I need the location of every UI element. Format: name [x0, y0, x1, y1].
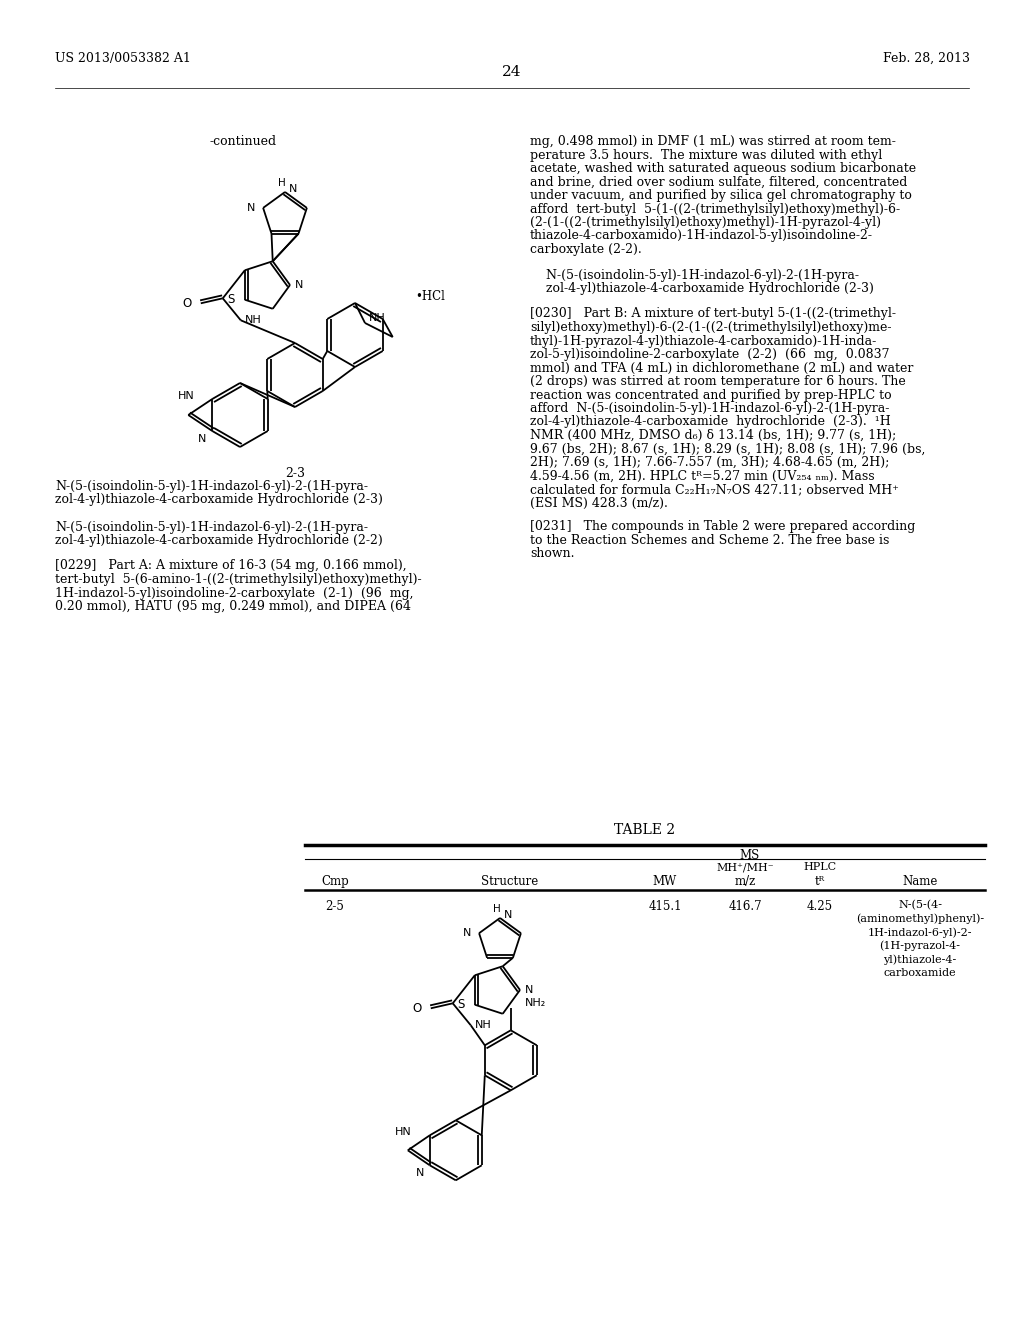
Text: N: N [416, 1168, 424, 1179]
Text: thiazole-4-carboxamido)-1H-indazol-5-yl)isoindoline-2-: thiazole-4-carboxamido)-1H-indazol-5-yl)… [530, 230, 873, 243]
Text: reaction was concentrated and purified by prep-HPLC to: reaction was concentrated and purified b… [530, 388, 892, 401]
Text: S: S [227, 293, 234, 306]
Text: TABLE 2: TABLE 2 [614, 822, 676, 837]
Text: 415.1: 415.1 [648, 900, 682, 913]
Text: zol-5-yl)isoindoline-2-carboxylate  (2-2)  (66  mg,  0.0837: zol-5-yl)isoindoline-2-carboxylate (2-2)… [530, 348, 890, 360]
Text: N: N [247, 203, 255, 213]
Text: S: S [458, 998, 465, 1011]
Text: (1H-pyrazol-4-: (1H-pyrazol-4- [880, 940, 961, 952]
Text: O: O [413, 1002, 422, 1015]
Text: tert-butyl  5-(6-amino-1-((2-(trimethylsilyl)ethoxy)methyl)-: tert-butyl 5-(6-amino-1-((2-(trimethylsi… [55, 573, 422, 586]
Text: HPLC: HPLC [804, 862, 837, 873]
Text: US 2013/0053382 A1: US 2013/0053382 A1 [55, 51, 190, 65]
Text: (2 drops) was stirred at room temperature for 6 hours. The: (2 drops) was stirred at room temperatur… [530, 375, 906, 388]
Text: acetate, washed with saturated aqueous sodium bicarbonate: acetate, washed with saturated aqueous s… [530, 162, 916, 176]
Text: NH₂: NH₂ [524, 998, 546, 1008]
Text: mg, 0.498 mmol) in DMF (1 mL) was stirred at room tem-: mg, 0.498 mmol) in DMF (1 mL) was stirre… [530, 135, 896, 148]
Text: shown.: shown. [530, 546, 574, 560]
Text: 2H); 7.69 (s, 1H); 7.66-7.557 (m, 3H); 4.68-4.65 (m, 2H);: 2H); 7.69 (s, 1H); 7.66-7.557 (m, 3H); 4… [530, 455, 890, 469]
Text: N: N [463, 928, 471, 939]
Text: zol-4-yl)thiazole-4-carboxamide Hydrochloride (2-2): zol-4-yl)thiazole-4-carboxamide Hydrochl… [55, 535, 383, 546]
Text: zol-4-yl)thiazole-4-carboxamide Hydrochloride (2-3): zol-4-yl)thiazole-4-carboxamide Hydrochl… [530, 282, 873, 294]
Text: zol-4-yl)thiazole-4-carboxamide  hydrochloride  (2-3).  ¹H: zol-4-yl)thiazole-4-carboxamide hydrochl… [530, 416, 891, 429]
Text: MH⁺/MH⁻: MH⁺/MH⁻ [716, 862, 774, 873]
Text: Feb. 28, 2013: Feb. 28, 2013 [883, 51, 970, 65]
Text: •HCl: •HCl [415, 290, 444, 304]
Text: Cmp: Cmp [322, 875, 349, 888]
Text: N: N [504, 909, 512, 920]
Text: to the Reaction Schemes and Scheme 2. The free base is: to the Reaction Schemes and Scheme 2. Th… [530, 533, 890, 546]
Text: silyl)ethoxy)methyl)-6-(2-(1-((2-(trimethylsilyl)ethoxy)me-: silyl)ethoxy)methyl)-6-(2-(1-((2-(trimet… [530, 321, 892, 334]
Text: mmol) and TFA (4 mL) in dichloromethane (2 mL) and water: mmol) and TFA (4 mL) in dichloromethane … [530, 362, 913, 375]
Text: yl)thiazole-4-: yl)thiazole-4- [884, 954, 956, 965]
Text: carboxamide: carboxamide [884, 968, 956, 978]
Text: NH: NH [369, 313, 386, 323]
Text: N-(5-(4-: N-(5-(4- [898, 900, 942, 911]
Text: HN: HN [395, 1127, 412, 1138]
Text: (2-(1-((2-(trimethylsilyl)ethoxy)methyl)-1H-pyrazol-4-yl): (2-(1-((2-(trimethylsilyl)ethoxy)methyl)… [530, 216, 881, 228]
Text: afford  N-(5-(isoindolin-5-yl)-1H-indazol-6-yl)-2-(1H-pyra-: afford N-(5-(isoindolin-5-yl)-1H-indazol… [530, 403, 890, 414]
Text: [0229]   Part A: A mixture of 16-3 (54 mg, 0.166 mmol),: [0229] Part A: A mixture of 16-3 (54 mg,… [55, 560, 407, 573]
Text: thyl)-1H-pyrazol-4-yl)thiazole-4-carboxamido)-1H-inda-: thyl)-1H-pyrazol-4-yl)thiazole-4-carboxa… [530, 334, 878, 347]
Text: 4.59-4.56 (m, 2H). HPLC tᴿ=5.27 min (UV₂₅₄ ₙₘ). Mass: 4.59-4.56 (m, 2H). HPLC tᴿ=5.27 min (UV₂… [530, 470, 874, 483]
Text: NMR (400 MHz, DMSO d₆) δ 13.14 (bs, 1H); 9.77 (s, 1H);: NMR (400 MHz, DMSO d₆) δ 13.14 (bs, 1H);… [530, 429, 896, 442]
Text: afford  tert-butyl  5-(1-((2-(trimethylsilyl)ethoxy)methyl)-6-: afford tert-butyl 5-(1-((2-(trimethylsil… [530, 202, 900, 215]
Text: carboxylate (2-2).: carboxylate (2-2). [530, 243, 642, 256]
Text: 2-5: 2-5 [326, 900, 344, 913]
Text: 4.25: 4.25 [807, 900, 834, 913]
Text: 1H-indazol-6-yl)-2-: 1H-indazol-6-yl)-2- [867, 927, 972, 937]
Text: Structure: Structure [481, 875, 539, 888]
Text: N: N [295, 280, 303, 290]
Text: calculated for formula C₂₂H₁₇N₇OS 427.11; observed MH⁺: calculated for formula C₂₂H₁₇N₇OS 427.11… [530, 483, 899, 496]
Text: H: H [494, 904, 501, 913]
Text: MW: MW [653, 875, 677, 888]
Text: HN: HN [177, 391, 195, 401]
Text: N: N [525, 985, 534, 995]
Text: Name: Name [902, 875, 938, 888]
Text: 416.7: 416.7 [728, 900, 762, 913]
Text: N-(5-(isoindolin-5-yl)-1H-indazol-6-yl)-2-(1H-pyra-: N-(5-(isoindolin-5-yl)-1H-indazol-6-yl)-… [55, 480, 368, 492]
Text: N: N [289, 183, 297, 194]
Text: 24: 24 [502, 65, 522, 79]
Text: zol-4-yl)thiazole-4-carboxamide Hydrochloride (2-3): zol-4-yl)thiazole-4-carboxamide Hydrochl… [55, 494, 383, 507]
Text: O: O [182, 297, 191, 310]
Text: NH: NH [245, 315, 261, 325]
Text: MS: MS [740, 849, 760, 862]
Text: perature 3.5 hours.  The mixture was diluted with ethyl: perature 3.5 hours. The mixture was dilu… [530, 149, 883, 161]
Text: H: H [279, 178, 286, 187]
Text: (aminomethyl)phenyl)-: (aminomethyl)phenyl)- [856, 913, 984, 924]
Text: (ESI MS) 428.3 (m/z).: (ESI MS) 428.3 (m/z). [530, 496, 668, 510]
Text: NH: NH [474, 1020, 492, 1031]
Text: and brine, dried over sodium sulfate, filtered, concentrated: and brine, dried over sodium sulfate, fi… [530, 176, 907, 189]
Text: under vacuum, and purified by silica gel chromatography to: under vacuum, and purified by silica gel… [530, 189, 912, 202]
Text: [0230]   Part B: A mixture of tert-butyl 5-(1-((2-(trimethyl-: [0230] Part B: A mixture of tert-butyl 5… [530, 308, 896, 321]
Text: m/z: m/z [734, 875, 756, 888]
Text: [0231]   The compounds in Table 2 were prepared according: [0231] The compounds in Table 2 were pre… [530, 520, 915, 533]
Text: N: N [198, 434, 207, 444]
Text: N-(5-(isoindolin-5-yl)-1H-indazol-6-yl)-2-(1H-pyra-: N-(5-(isoindolin-5-yl)-1H-indazol-6-yl)-… [55, 520, 368, 533]
Text: 0.20 mmol), HATU (95 mg, 0.249 mmol), and DIPEA (64: 0.20 mmol), HATU (95 mg, 0.249 mmol), an… [55, 601, 411, 612]
Text: 9.67 (bs, 2H); 8.67 (s, 1H); 8.29 (s, 1H); 8.08 (s, 1H); 7.96 (bs,: 9.67 (bs, 2H); 8.67 (s, 1H); 8.29 (s, 1H… [530, 442, 926, 455]
Text: 1H-indazol-5-yl)isoindoline-2-carboxylate  (2-1)  (96  mg,: 1H-indazol-5-yl)isoindoline-2-carboxylat… [55, 586, 414, 599]
Text: N-(5-(isoindolin-5-yl)-1H-indazol-6-yl)-2-(1H-pyra-: N-(5-(isoindolin-5-yl)-1H-indazol-6-yl)-… [530, 268, 859, 281]
Text: tᴿ: tᴿ [815, 875, 825, 888]
Text: -continued: -continued [210, 135, 278, 148]
Text: 2-3: 2-3 [285, 467, 305, 480]
